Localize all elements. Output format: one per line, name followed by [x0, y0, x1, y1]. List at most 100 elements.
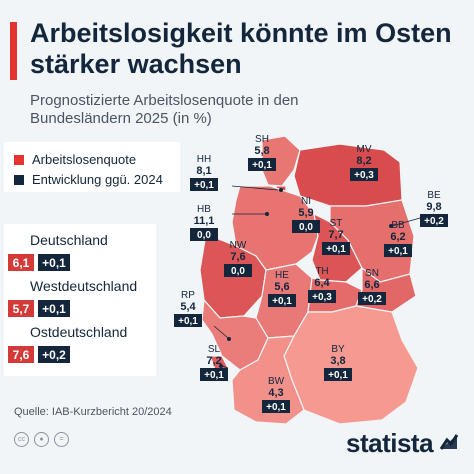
city-dot-rp: [227, 337, 231, 341]
legend: Arbeitslosenquote Entwicklung ggü. 2024: [4, 142, 180, 192]
legend-item-change: Entwicklung ggü. 2024: [14, 172, 163, 187]
summary-label-deutschland: Deutschland: [30, 232, 108, 248]
state-rate-sn: 6,6: [364, 279, 379, 291]
city-dot-sl: [219, 364, 223, 368]
state-change-hb: 0,0: [197, 230, 211, 241]
state-change-box-ni: [292, 220, 320, 233]
state-rate-hb: 11,1: [194, 215, 215, 227]
state-change-he: +0,1: [272, 296, 292, 307]
state-change-bw: +0,1: [266, 402, 286, 413]
state-rate-mv: 8,2: [356, 155, 371, 167]
chart-title: Arbeitslosigkeit könnte im Osten stärker…: [30, 18, 452, 79]
state-change-bb: +0,1: [388, 246, 408, 257]
state-rate-by: 3,8: [330, 355, 345, 367]
statista-logo-icon: [439, 434, 459, 450]
state-code-rp: RP: [181, 290, 195, 301]
state-change-sl: +0,1: [204, 370, 224, 381]
summary-change-west: +0,1: [38, 300, 70, 317]
state-code-hh: HH: [197, 154, 211, 165]
state-code-bw: BW: [268, 376, 285, 387]
state-code-ni: NI: [301, 196, 311, 207]
state-rate-he: 5,6: [274, 281, 289, 293]
state-code-nw: NW: [230, 240, 247, 251]
state-change-box-th: [308, 290, 336, 303]
legend-label-change: Entwicklung ggü. 2024: [32, 172, 163, 187]
state-change-box-by: [324, 368, 352, 381]
state-region-by: [283, 305, 419, 425]
state-rate-bw: 4,3: [268, 387, 283, 399]
state-change-st: +0,1: [326, 244, 346, 255]
state-rate-sl: 7,2: [206, 355, 221, 367]
state-change-be: +0,2: [424, 216, 444, 227]
state-change-box-sh: [248, 158, 276, 171]
state-code-sn: SN: [365, 268, 379, 279]
source-note: Quelle: IAB-Kurzbericht 20/2024: [14, 406, 172, 418]
state-code-be: BE: [427, 190, 441, 201]
state-change-box-he: [268, 294, 296, 307]
state-change-box-bb: [384, 244, 412, 257]
cc-icon[interactable]: cc: [14, 432, 29, 447]
state-rate-nw: 7,6: [230, 251, 245, 263]
connector-hh: [231, 185, 279, 191]
state-change-box-hh: [190, 178, 218, 191]
state-code-st: ST: [330, 218, 343, 229]
summary-label-ost: Ostdeutschland: [30, 324, 128, 340]
summary-label-west: Westdeutschland: [30, 278, 138, 294]
state-change-ni: 0,0: [299, 222, 313, 233]
connector-sl: [221, 365, 229, 369]
legend-item-rate: Arbeitslosenquote: [14, 152, 136, 167]
state-code-bb: BB: [391, 220, 405, 231]
state-code-sh: SH: [255, 134, 269, 145]
state-rate-rp: 5,4: [180, 301, 196, 313]
state-code-sl: SL: [208, 344, 221, 355]
state-code-mv: MV: [357, 144, 372, 155]
state-change-box-mv: [350, 168, 378, 181]
state-change-nw: 0,0: [231, 266, 245, 277]
state-rate-sh: 5,8: [254, 145, 269, 157]
city-dot-hh: [279, 188, 283, 192]
state-code-by: BY: [331, 344, 345, 355]
statista-logo-text: statista: [346, 428, 434, 458]
state-change-box-nw: [224, 264, 252, 277]
state-change-box-sn: [358, 292, 386, 305]
state-code-hb: HB: [197, 204, 211, 215]
summary-panel: Deutschland 6,1 +0,1 Westdeutschland 5,7…: [4, 224, 156, 376]
equal-icon[interactable]: =: [54, 432, 69, 447]
state-change-box-be: [420, 214, 448, 227]
state-change-hh: +0,1: [194, 180, 214, 191]
state-change-box-bw: [262, 400, 290, 413]
state-change-box-rp: [174, 314, 202, 327]
summary-change-deutschland: +0,1: [38, 254, 70, 271]
state-change-sh: +0,1: [252, 160, 272, 171]
summary-rate-deutschland: 6,1: [8, 254, 34, 271]
summary-rate-west: 5,7: [8, 300, 34, 317]
state-change-rp: +0,1: [178, 316, 198, 327]
person-icon[interactable]: ●: [34, 432, 49, 447]
summary-change-ost: +0,2: [38, 346, 70, 363]
state-rate-ni: 5,9: [298, 207, 313, 219]
connector-rp: [213, 325, 229, 339]
city-dot-be: [389, 224, 393, 228]
state-rate-hh: 8,1: [196, 165, 211, 177]
legend-swatch-change: [14, 174, 24, 185]
state-change-by: +0,1: [328, 370, 348, 381]
state-rate-th: 6,4: [314, 277, 330, 289]
state-rate-bb: 6,2: [390, 231, 405, 243]
state-change-th: +0,3: [312, 292, 332, 303]
state-change-sn: +0,2: [362, 294, 382, 305]
state-code-th: TH: [315, 266, 328, 277]
state-change-box-sl: [200, 368, 228, 381]
state-rate-st: 7,7: [328, 229, 343, 241]
state-change-mv: +0,3: [354, 170, 374, 181]
city-dot-hb: [265, 212, 269, 216]
state-change-box-st: [322, 242, 350, 255]
state-code-he: HE: [275, 270, 289, 281]
state-rate-be: 9,8: [426, 201, 441, 213]
title-accent-bar: [10, 22, 17, 80]
summary-rate-ost: 7,6: [8, 346, 34, 363]
legend-swatch-rate: [14, 154, 24, 165]
state-change-box-hb: [190, 228, 218, 241]
state-region-sh: [261, 135, 301, 187]
legend-label-rate: Arbeitslosenquote: [32, 152, 137, 167]
